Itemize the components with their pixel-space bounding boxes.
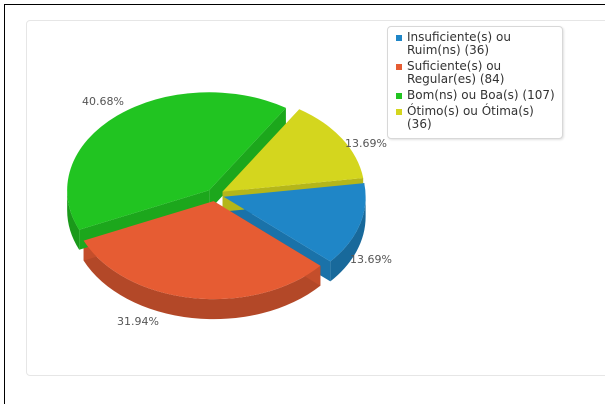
- slice-label-4: 13.69%: [345, 137, 387, 150]
- pie-slice-1[interactable]: [223, 183, 366, 262]
- legend-swatch: [396, 93, 402, 99]
- legend-item-3[interactable]: Bom(ns) ou Boa(s) (107): [396, 89, 556, 102]
- pie-slice-side-1: [330, 196, 366, 282]
- pie-slice-side-3: [67, 190, 80, 250]
- chart-legend: Insuficiente(s) ou Ruim(ns) (36) Suficien…: [387, 26, 563, 139]
- legend-label: Insuficiente(s) ou Ruim(ns) (36): [407, 30, 511, 57]
- legend-swatch: [396, 35, 402, 41]
- legend-item-1[interactable]: Insuficiente(s) ou Ruim(ns) (36): [396, 31, 556, 57]
- pie-slice-2[interactable]: [83, 201, 321, 300]
- slice-label-3: 40.68%: [82, 95, 124, 108]
- legend-swatch: [396, 64, 402, 70]
- pie-slice-side-2: [83, 240, 321, 320]
- slice-label-1: 13.69%: [350, 253, 392, 266]
- pie-slice-4[interactable]: [222, 109, 364, 192]
- legend-item-4[interactable]: Ótimo(s) ou Ótima(s) (36): [396, 105, 556, 131]
- legend-label: Suficiente(s) ou Regular(es) (84): [407, 59, 505, 86]
- legend-swatch: [396, 109, 402, 115]
- slice-label-2: 31.94%: [117, 315, 159, 328]
- pie-slice-edge-3-1: [209, 107, 286, 211]
- legend-label: Ótimo(s) ou Ótima(s) (36): [407, 104, 534, 131]
- outer-frame: [4, 4, 605, 404]
- legend-item-2[interactable]: Suficiente(s) ou Regular(es) (84): [396, 60, 556, 86]
- pie-slice-3[interactable]: [67, 92, 286, 230]
- legend-label: Bom(ns) ou Boa(s) (107): [407, 88, 555, 102]
